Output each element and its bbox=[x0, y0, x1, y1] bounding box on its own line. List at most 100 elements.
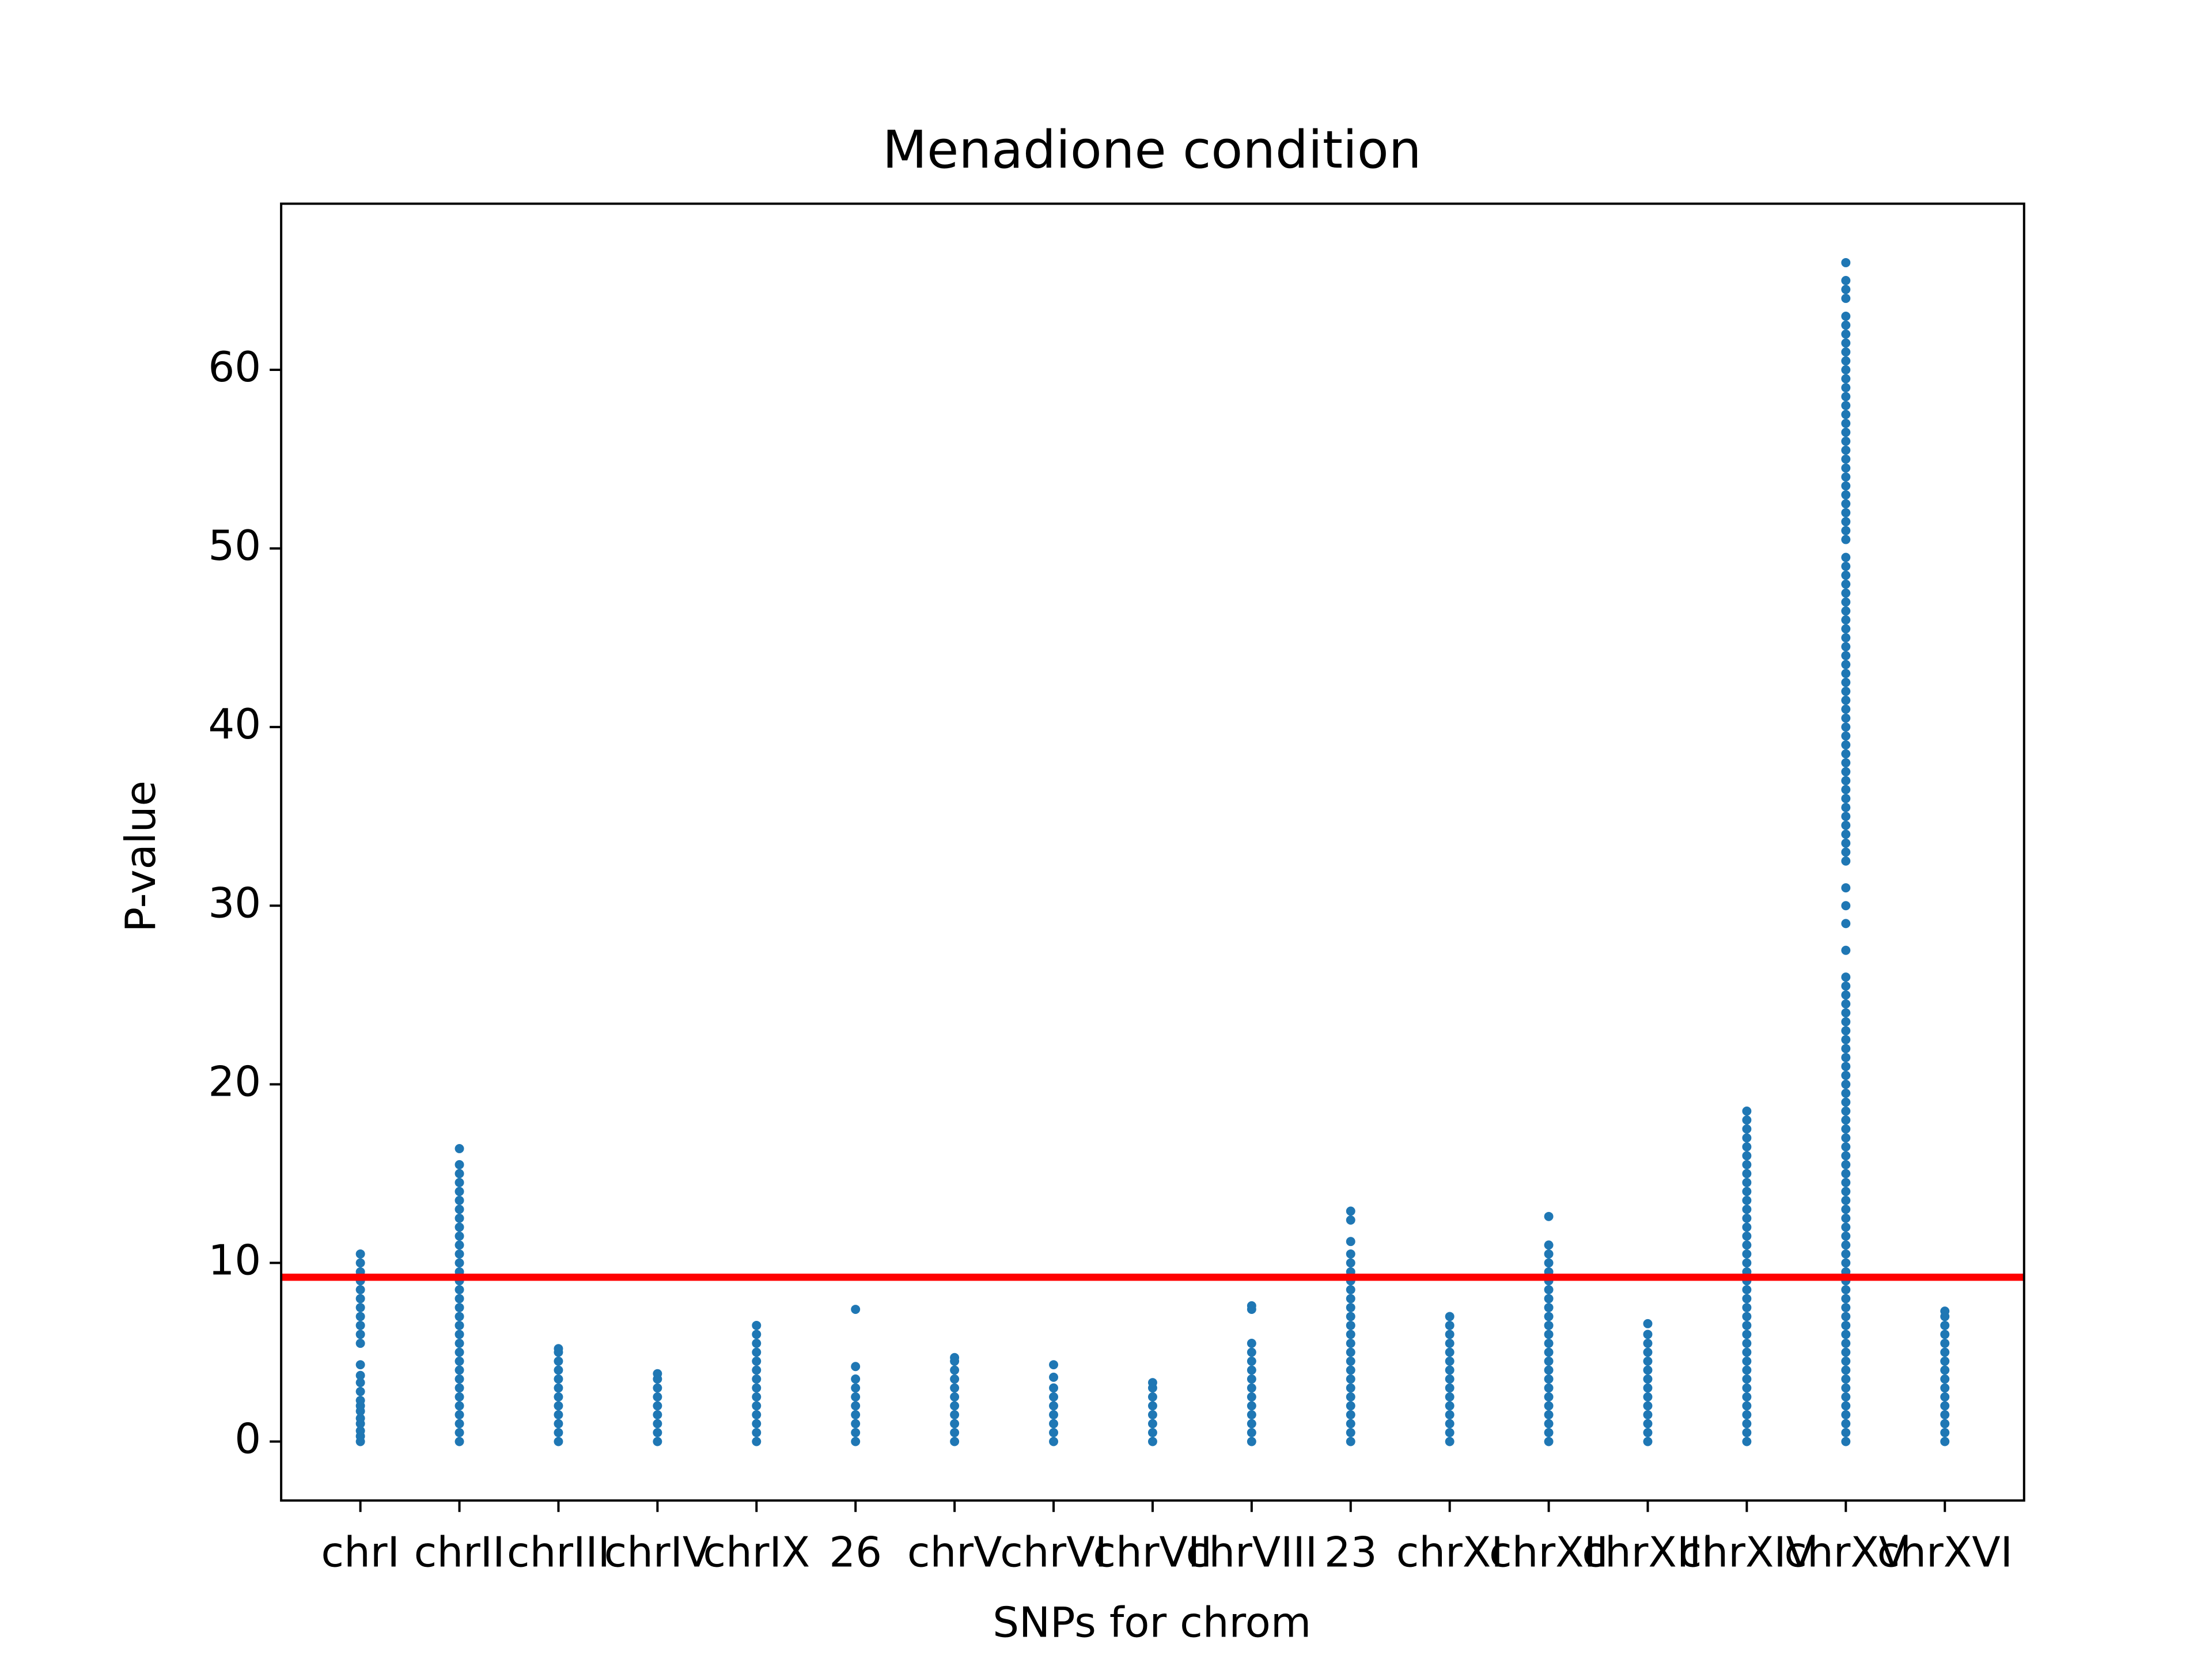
point bbox=[1643, 1319, 1653, 1328]
x-tick-label: chrXI bbox=[1396, 1528, 1503, 1577]
point bbox=[1940, 1383, 1950, 1393]
point bbox=[1643, 1347, 1653, 1357]
point bbox=[653, 1428, 662, 1437]
point bbox=[355, 1396, 365, 1406]
point bbox=[752, 1330, 762, 1339]
point bbox=[1841, 526, 1851, 536]
point bbox=[1346, 1383, 1355, 1393]
point bbox=[1544, 1428, 1554, 1437]
point bbox=[1346, 1302, 1355, 1312]
point bbox=[1544, 1365, 1554, 1375]
point bbox=[1841, 802, 1851, 812]
point bbox=[950, 1410, 960, 1419]
point bbox=[1346, 1401, 1355, 1411]
point bbox=[1940, 1338, 1950, 1348]
point bbox=[1940, 1347, 1950, 1357]
point bbox=[355, 1414, 365, 1423]
point bbox=[950, 1374, 960, 1384]
point bbox=[1841, 830, 1851, 839]
point bbox=[1742, 1302, 1752, 1312]
point bbox=[454, 1338, 464, 1348]
point bbox=[1247, 1401, 1256, 1411]
point bbox=[1841, 562, 1851, 571]
point bbox=[1841, 1008, 1851, 1018]
x-tick-label: chrI bbox=[321, 1528, 399, 1577]
point bbox=[1544, 1410, 1554, 1419]
point bbox=[554, 1410, 563, 1419]
point bbox=[1643, 1392, 1653, 1402]
point bbox=[1841, 785, 1851, 794]
point bbox=[1841, 1187, 1851, 1196]
point bbox=[1841, 312, 1851, 321]
point bbox=[355, 1258, 365, 1268]
point bbox=[1742, 1374, 1752, 1384]
y-tick-label: 30 bbox=[208, 879, 261, 927]
point bbox=[1742, 1347, 1752, 1357]
point bbox=[1841, 794, 1851, 804]
point bbox=[454, 1169, 464, 1179]
point bbox=[554, 1356, 563, 1366]
point bbox=[1841, 597, 1851, 607]
point bbox=[1049, 1410, 1058, 1419]
point bbox=[1049, 1428, 1058, 1437]
point bbox=[1247, 1428, 1256, 1437]
point bbox=[1346, 1374, 1355, 1384]
point bbox=[1742, 1187, 1752, 1196]
point bbox=[1247, 1419, 1256, 1429]
point bbox=[1247, 1338, 1256, 1348]
point bbox=[1841, 633, 1851, 643]
point bbox=[1841, 1383, 1851, 1393]
point bbox=[1742, 1169, 1752, 1179]
point bbox=[1247, 1437, 1256, 1446]
point bbox=[1841, 1222, 1851, 1232]
point bbox=[1742, 1106, 1752, 1116]
point bbox=[1346, 1285, 1355, 1294]
point bbox=[1544, 1338, 1554, 1348]
point bbox=[1841, 1240, 1851, 1250]
point bbox=[1841, 1169, 1851, 1179]
point bbox=[950, 1353, 960, 1362]
point bbox=[1940, 1374, 1950, 1384]
point bbox=[355, 1312, 365, 1321]
point bbox=[554, 1383, 563, 1393]
point bbox=[851, 1383, 861, 1393]
point bbox=[454, 1195, 464, 1205]
point bbox=[1841, 713, 1851, 723]
point bbox=[1841, 1231, 1851, 1241]
point bbox=[1841, 588, 1851, 598]
point bbox=[1643, 1383, 1653, 1393]
point bbox=[653, 1369, 662, 1378]
point bbox=[1544, 1392, 1554, 1402]
point bbox=[1445, 1392, 1455, 1402]
point bbox=[1049, 1419, 1058, 1429]
point bbox=[1841, 1044, 1851, 1054]
point bbox=[1742, 1151, 1752, 1161]
point bbox=[1445, 1383, 1455, 1393]
point bbox=[1346, 1428, 1355, 1437]
point bbox=[1544, 1383, 1554, 1393]
point bbox=[1742, 1231, 1752, 1241]
point bbox=[1841, 338, 1851, 348]
point bbox=[1841, 651, 1851, 661]
point bbox=[1841, 365, 1851, 374]
point bbox=[752, 1437, 762, 1446]
point bbox=[1247, 1347, 1256, 1357]
point bbox=[1841, 275, 1851, 285]
point bbox=[1940, 1437, 1950, 1446]
point bbox=[1841, 1142, 1851, 1152]
point bbox=[554, 1344, 563, 1354]
x-tick-label: chrV bbox=[907, 1528, 1002, 1577]
x-tick-label: chrIII bbox=[507, 1528, 610, 1577]
x-tick-label: chrXII bbox=[1489, 1528, 1608, 1577]
point bbox=[1049, 1437, 1058, 1446]
point bbox=[1841, 419, 1851, 428]
x-tick-label: chrIX bbox=[703, 1528, 810, 1577]
point bbox=[355, 1426, 365, 1435]
point bbox=[1841, 856, 1851, 866]
point bbox=[554, 1428, 563, 1437]
point bbox=[1841, 1177, 1851, 1187]
point bbox=[1841, 347, 1851, 357]
point bbox=[1346, 1347, 1355, 1357]
point bbox=[1841, 392, 1851, 402]
point bbox=[1841, 1070, 1851, 1080]
